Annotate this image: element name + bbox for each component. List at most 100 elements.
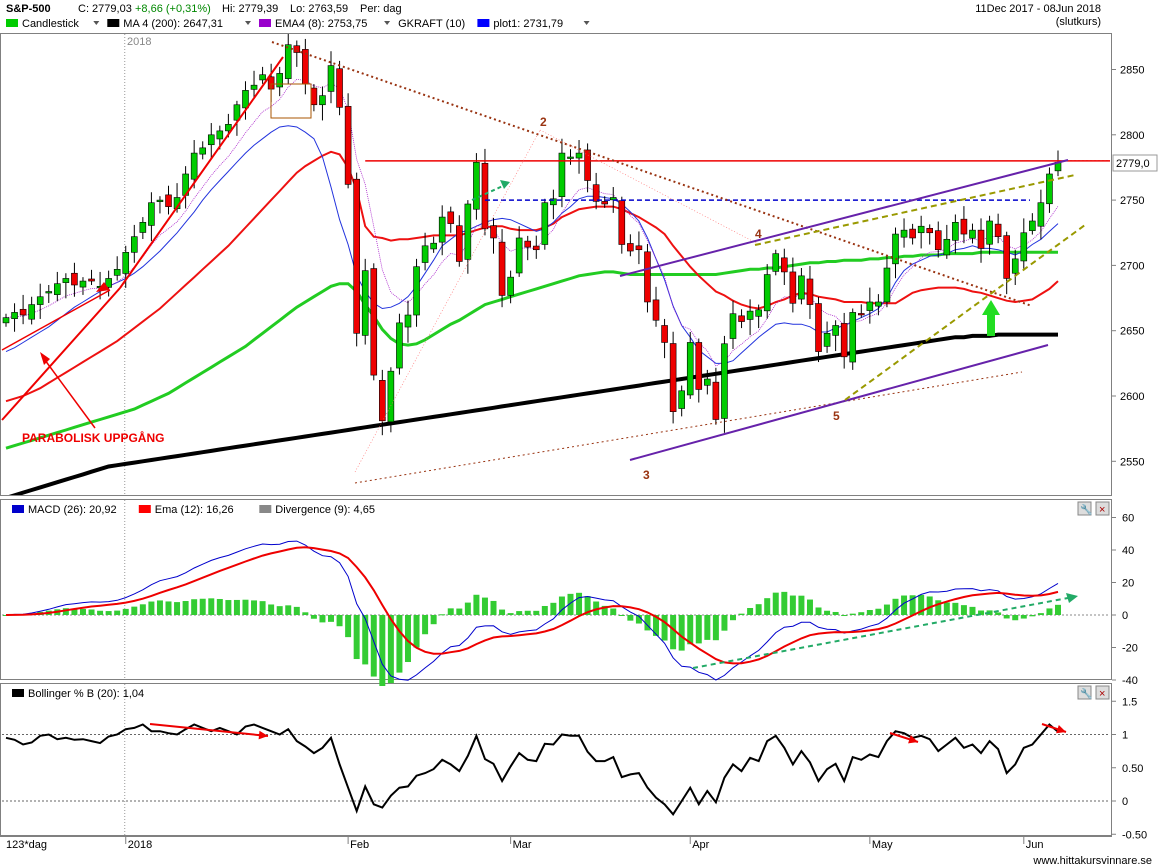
price-panel: [0, 33, 1112, 496]
divergence-bar: [285, 605, 292, 615]
candle-body: [421, 245, 429, 263]
bollinger-legend: Bollinger % B (20): 1,04: [12, 688, 144, 700]
divergence-bar: [362, 615, 369, 665]
legend-swatch: [12, 505, 24, 513]
divergence-bar: [584, 596, 591, 615]
candle-body: [746, 310, 754, 320]
divergence-bar: [1012, 615, 1019, 621]
candle-body: [336, 68, 343, 108]
divergence-bar: [1020, 615, 1027, 619]
legend-item: Bollinger % B (20): 1,04: [28, 688, 144, 700]
price-tick-label: 2700: [1120, 260, 1144, 272]
price-tick-label: 2650: [1120, 326, 1144, 338]
x-tick-label: Jun: [1026, 839, 1044, 851]
candle-body: [652, 299, 660, 321]
divergence-bar: [729, 615, 736, 621]
arrow-icon: [258, 730, 268, 740]
macd-tick-label: 20: [1122, 578, 1134, 590]
ma10-line: [5, 125, 1059, 364]
divergence-bar: [276, 606, 283, 615]
highlight-box: [270, 83, 312, 119]
candle-body: [712, 381, 720, 420]
macd-tick-label: 60: [1122, 513, 1134, 525]
candle-body: [840, 323, 848, 358]
candle-body: [584, 149, 591, 181]
low-value: Lo: 2763,59: [290, 3, 348, 15]
bollinger-plot: [5, 723, 1067, 816]
divergence-bar: [747, 608, 754, 615]
candle-body: [36, 296, 44, 305]
momentum-arrow: [471, 184, 506, 201]
dropdown-icon[interactable]: [384, 21, 391, 25]
candle-body: [524, 240, 532, 248]
candle-body: [327, 65, 335, 92]
candle-body: [798, 275, 805, 300]
wave-label: 5: [833, 409, 840, 423]
divergence-bar: [772, 592, 779, 615]
bollinger-tick-label: 1: [1122, 730, 1128, 742]
settings-button[interactable]: [1077, 501, 1092, 516]
candle-body: [644, 251, 651, 303]
divergence-bar: [926, 596, 933, 615]
divergence-bar: [969, 606, 976, 615]
parabolic-line: [119, 56, 284, 289]
dropdown-icon[interactable]: [245, 21, 251, 25]
divergence-bar: [653, 615, 660, 636]
close-panel-button[interactable]: [1095, 501, 1110, 516]
divergence-bar: [593, 601, 600, 615]
candle-body: [481, 162, 489, 230]
candle-body: [1020, 232, 1028, 262]
divergence-bar: [233, 599, 240, 615]
price-tick-label: 2600: [1120, 391, 1144, 403]
divergence-bar: [670, 615, 677, 650]
candle-body: [105, 278, 112, 288]
candle-body: [960, 218, 968, 235]
divergence-bar: [764, 598, 771, 615]
divergence-bar: [328, 615, 335, 622]
divergence-bar: [721, 615, 728, 631]
header: S&P-500 C: 2779,03 +8,66 (+0,31%) Hi: 27…: [6, 3, 1101, 28]
dropdown-icon[interactable]: [93, 21, 100, 25]
divergence-bar: [781, 591, 788, 615]
divergence-bar: [105, 611, 112, 615]
candle-body: [969, 229, 976, 239]
divergence-bar: [849, 613, 856, 615]
price-tag: 2779,0: [1112, 154, 1158, 172]
legend-swatch: [259, 505, 272, 513]
candle-body: [250, 84, 258, 90]
candle-body: [242, 90, 249, 109]
arrow-icon: [1056, 725, 1066, 734]
candle-body: [755, 309, 762, 317]
divergence-bar: [174, 602, 181, 615]
dropdown-icon[interactable]: [583, 21, 590, 25]
divergence-bar: [379, 615, 386, 686]
divergence-bar: [473, 594, 480, 615]
wave-label: 2: [540, 115, 547, 129]
candle-body: [541, 202, 549, 245]
candle-body: [319, 95, 326, 106]
site-footer: www.hittakursvinnare.se: [1032, 855, 1152, 867]
candle-body: [130, 236, 138, 253]
legend-swatch: [6, 19, 18, 27]
price-tick-label: 2800: [1120, 130, 1144, 142]
candle-body: [729, 313, 737, 339]
candle-body: [618, 200, 626, 245]
divergence-bar: [97, 610, 104, 615]
x-tick-label: Mar: [513, 839, 532, 851]
x-tick-label: Feb: [350, 839, 369, 851]
downtrend-line: [271, 41, 1033, 307]
candle-body: [45, 291, 53, 294]
candle-body: [464, 203, 472, 260]
divergence-bar: [533, 610, 540, 615]
parabolic-label: PARABOLISK UPPGÅNG: [22, 430, 164, 445]
candle-body: [532, 245, 540, 251]
close-panel-button[interactable]: [1095, 685, 1110, 700]
divergence-bar: [199, 598, 206, 615]
divergence-bar: [148, 601, 155, 615]
divergence-bar: [1003, 615, 1010, 619]
candle-body: [977, 229, 985, 249]
candle-body: [772, 253, 780, 272]
divergence-bar: [182, 601, 189, 615]
settings-button[interactable]: [1077, 685, 1092, 700]
divergence-bar: [225, 600, 232, 615]
